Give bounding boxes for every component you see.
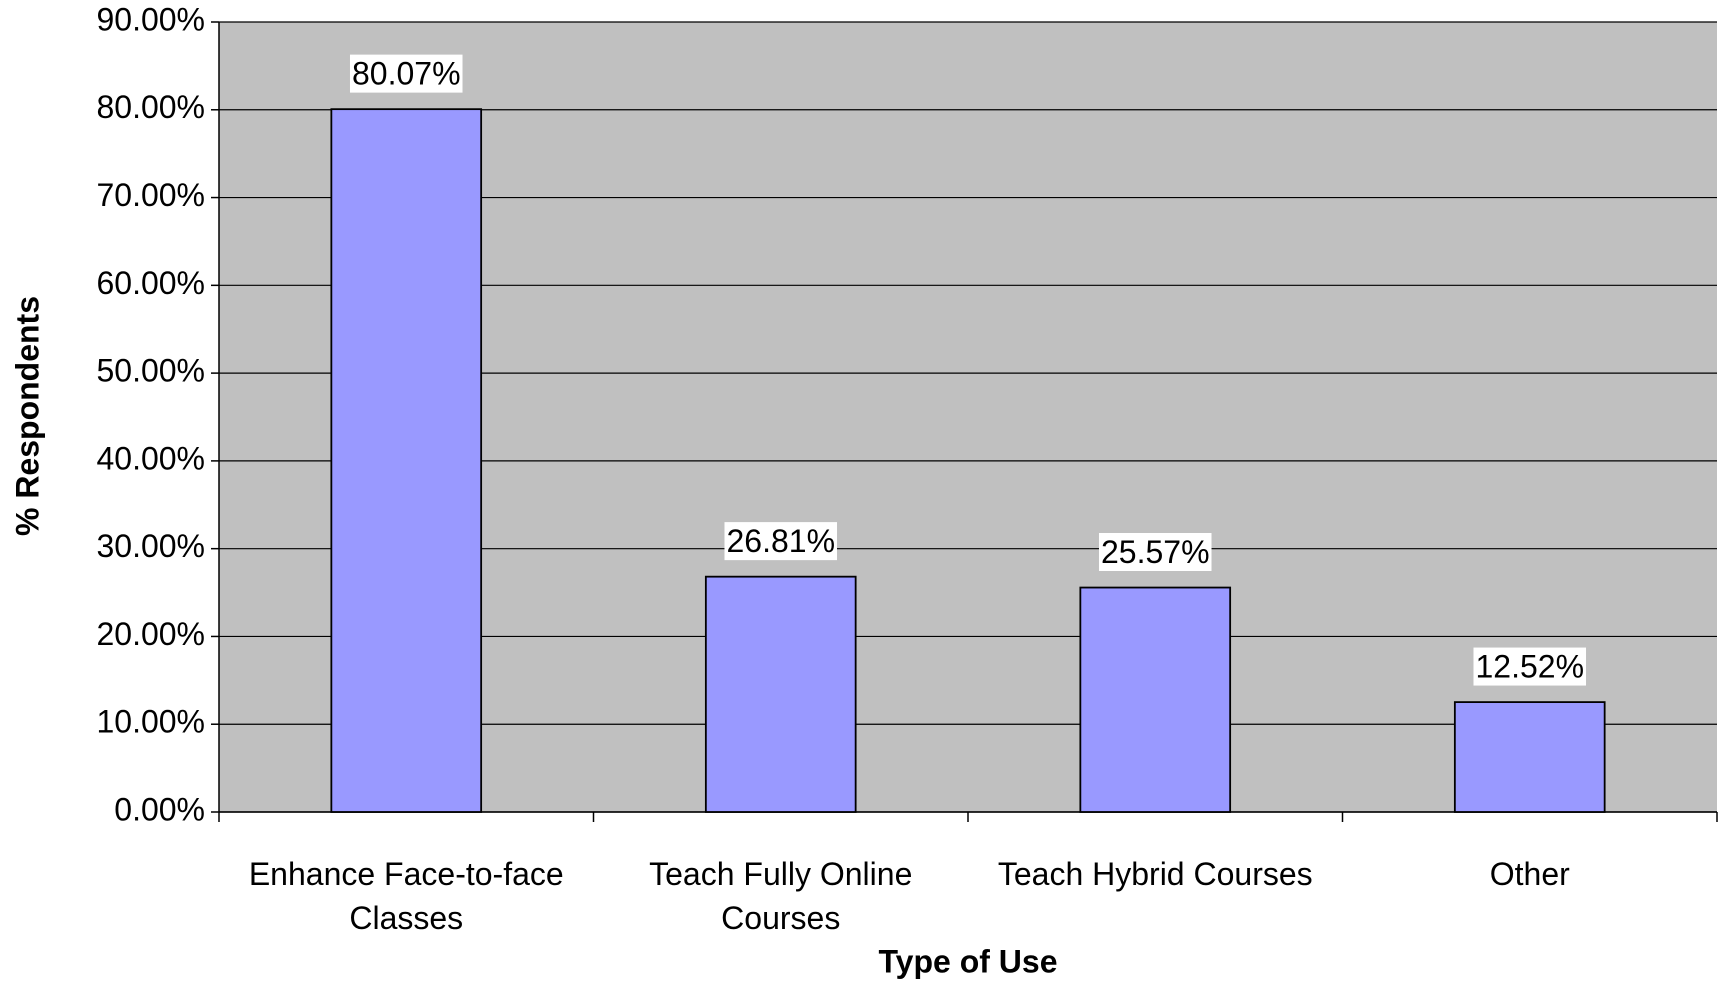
x-tick-label: Enhance Face-to-face Classes xyxy=(248,856,564,936)
y-tick-label: 40.00% xyxy=(96,440,205,476)
data-label: 12.52% xyxy=(1475,649,1584,685)
data-label-group: 26.81% xyxy=(724,522,838,561)
data-label-bg xyxy=(724,522,838,561)
y-tick-label: 50.00% xyxy=(96,353,205,389)
data-label-group: 80.07% xyxy=(349,54,463,93)
bar xyxy=(1079,586,1232,813)
x-tick-label: Other xyxy=(1489,856,1570,892)
bar xyxy=(330,108,483,813)
data-label-bg xyxy=(1098,533,1212,572)
y-tick-label: 60.00% xyxy=(96,265,205,301)
y-tick-label: 20.00% xyxy=(96,616,205,652)
y-tick-label: 0.00% xyxy=(114,791,205,827)
data-label: 80.07% xyxy=(352,56,461,92)
data-label-group: 12.52% xyxy=(1473,647,1587,686)
data-label-bg xyxy=(349,54,463,93)
bar xyxy=(1453,701,1606,813)
y-tick-label: 70.00% xyxy=(96,177,205,213)
x-tick-label: Teach Hybrid Courses xyxy=(997,856,1313,892)
y-tick-label: 10.00% xyxy=(96,704,205,740)
y-tick-label: 30.00% xyxy=(96,528,205,564)
data-label: 26.81% xyxy=(726,523,835,559)
data-label-group: 25.57% xyxy=(1098,533,1212,572)
y-axis-title: % Respondents xyxy=(9,296,45,536)
data-label-bg xyxy=(1473,647,1587,686)
y-tick-label: 80.00% xyxy=(96,89,205,125)
y-tick-label: 90.00% xyxy=(96,1,205,37)
data-label: 25.57% xyxy=(1101,534,1210,570)
x-tick-label: Teach Fully Online Courses xyxy=(649,856,913,936)
x-axis-title: Type of Use xyxy=(879,943,1058,979)
bar xyxy=(704,575,857,813)
